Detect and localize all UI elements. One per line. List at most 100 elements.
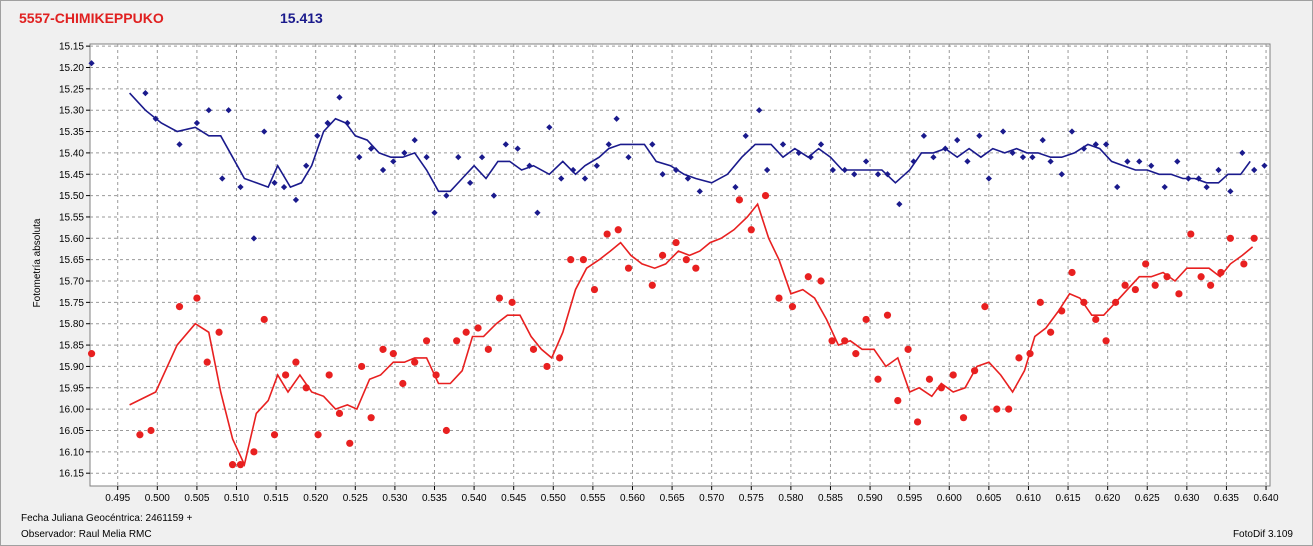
target-data-point (367, 414, 375, 422)
target-data-point (228, 461, 237, 469)
x-tick-label: 0.515 (264, 493, 289, 504)
x-tick-label: 0.600 (937, 493, 962, 504)
comparison-data-point (356, 154, 363, 161)
comparison-data-point (558, 175, 565, 182)
target-series (87, 192, 1258, 469)
comparison-data-point (659, 171, 666, 178)
x-tick-label: 0.500 (145, 493, 170, 504)
target-data-point (1102, 337, 1110, 345)
comparison-data-point (219, 175, 226, 182)
comparison-data-point (502, 141, 509, 148)
target-data-point (937, 384, 945, 392)
target-data-point (495, 294, 504, 302)
y-tick-label: 15.75 (59, 298, 84, 309)
target-data-point (894, 396, 902, 405)
x-tick-label: 0.590 (858, 493, 883, 504)
comparison-data-point (490, 192, 498, 199)
target-data-point (302, 384, 310, 392)
x-tick-label: 0.620 (1095, 493, 1120, 504)
target-data-point (358, 362, 366, 371)
x-tick-label: 0.605 (976, 493, 1001, 504)
x-tick-label: 0.520 (303, 493, 328, 504)
x-tick-label: 0.610 (1016, 493, 1041, 504)
comparison-data-point (401, 149, 408, 157)
x-tick-label: 0.630 (1174, 493, 1199, 504)
target-data-point (529, 345, 538, 353)
target-data-point (971, 367, 979, 375)
comparison-data-point (1114, 183, 1121, 191)
x-tick-label: 0.570 (699, 493, 724, 504)
target-data-point (379, 345, 387, 353)
comparison-data-point (280, 183, 288, 191)
target-data-point (1217, 268, 1225, 277)
target-data-point (1015, 354, 1023, 362)
target-data-point (270, 431, 279, 439)
y-axis-label: Fotometría absoluta (32, 218, 43, 307)
target-data-point (817, 277, 825, 285)
x-tick-label: 0.560 (620, 493, 645, 504)
target-data-point (1068, 268, 1076, 277)
target-data-point (692, 264, 700, 272)
comparison-data-point (999, 128, 1007, 135)
magnitude-label: 15.413 (280, 10, 323, 26)
object-name-title: 5557-CHIMIKEPPUKO (19, 10, 164, 26)
x-tick-label: 0.625 (1135, 493, 1160, 504)
target-data-point (828, 337, 836, 345)
y-tick-label: 15.25 (59, 84, 84, 95)
y-tick-label: 16.10 (59, 447, 84, 458)
target-data-point (282, 371, 290, 379)
target-data-point (399, 379, 407, 388)
target-data-point (136, 431, 144, 439)
target-data-point (590, 285, 599, 294)
target-data-point (411, 358, 419, 366)
target-data-point (672, 238, 680, 247)
comparison-data-point (1092, 141, 1099, 148)
comparison-data-point (1251, 166, 1258, 174)
x-tick-label: 0.510 (224, 493, 249, 504)
target-data-point (862, 315, 870, 324)
y-axis: 15.15 15.20 15.25 15.30 15.35 15.40 15.45 15.50… (59, 42, 90, 480)
target-data-point (1187, 230, 1195, 238)
x-tick-label: 0.565 (660, 493, 685, 504)
x-tick-label: 0.595 (897, 493, 922, 504)
y-tick-label: 15.35 (59, 127, 84, 138)
target-data-point (484, 345, 492, 353)
x-tick-label: 0.615 (1056, 493, 1081, 504)
target-data-point (788, 303, 797, 311)
target-data-point (453, 337, 461, 345)
y-tick-label: 15.65 (59, 255, 84, 266)
x-tick-label: 0.535 (422, 493, 447, 504)
target-data-point (175, 303, 184, 311)
y-tick-label: 15.60 (59, 234, 84, 245)
target-data-point (614, 226, 622, 234)
target-data-point (474, 324, 482, 332)
target-data-point (508, 298, 516, 306)
target-data-point (325, 371, 333, 379)
target-data-point (1092, 315, 1100, 324)
y-tick-label: 15.40 (59, 148, 84, 159)
comparison-data-point (942, 145, 949, 152)
target-data-point (913, 418, 922, 426)
x-tick-label: 0.640 (1254, 493, 1279, 504)
comparison-data-point (344, 119, 351, 127)
target-data-point (904, 345, 912, 353)
y-tick-label: 15.95 (59, 383, 84, 394)
y-tick-label: 15.80 (59, 319, 84, 330)
target-data-point (422, 337, 431, 345)
comparison-data-point (1068, 128, 1076, 135)
x-tick-label: 0.525 (343, 493, 368, 504)
target-data-point (1226, 234, 1235, 242)
comparison-data-point (423, 154, 430, 161)
target-data-point (1151, 281, 1159, 289)
target-data-point (648, 281, 656, 289)
comparison-data-point (807, 154, 814, 161)
target-data-point (883, 311, 892, 319)
y-tick-label: 15.85 (59, 341, 84, 352)
target-trend-line (129, 202, 1254, 468)
x-tick-label: 0.505 (184, 493, 209, 504)
target-data-point (1207, 281, 1215, 289)
comparison-data-point (1136, 158, 1143, 165)
target-data-point (1080, 298, 1088, 306)
comparison-data-point (88, 60, 95, 67)
